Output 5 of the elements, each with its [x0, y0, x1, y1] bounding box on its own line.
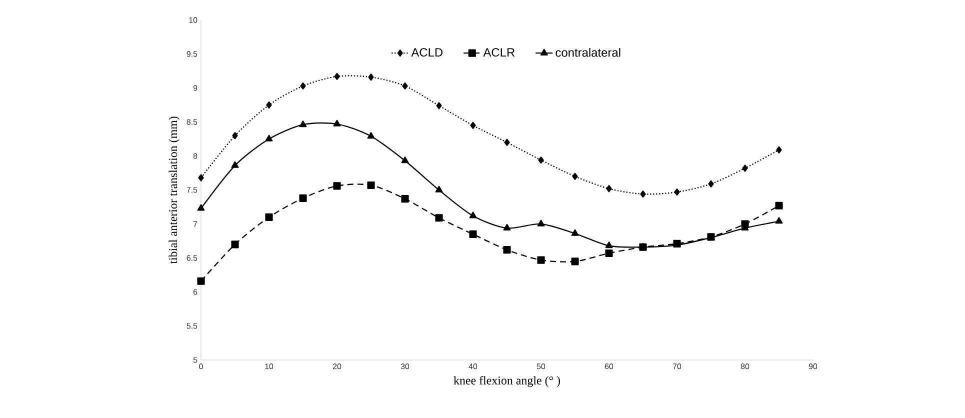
legend-label: ACLR: [483, 48, 515, 57]
legend-label: contralateral: [556, 48, 620, 57]
legend-label: ACLD: [411, 48, 443, 57]
x-axis-title: knee flexion angle (° ): [454, 376, 560, 387]
y-axis-title: tibial anterior translation (mm): [168, 116, 180, 264]
